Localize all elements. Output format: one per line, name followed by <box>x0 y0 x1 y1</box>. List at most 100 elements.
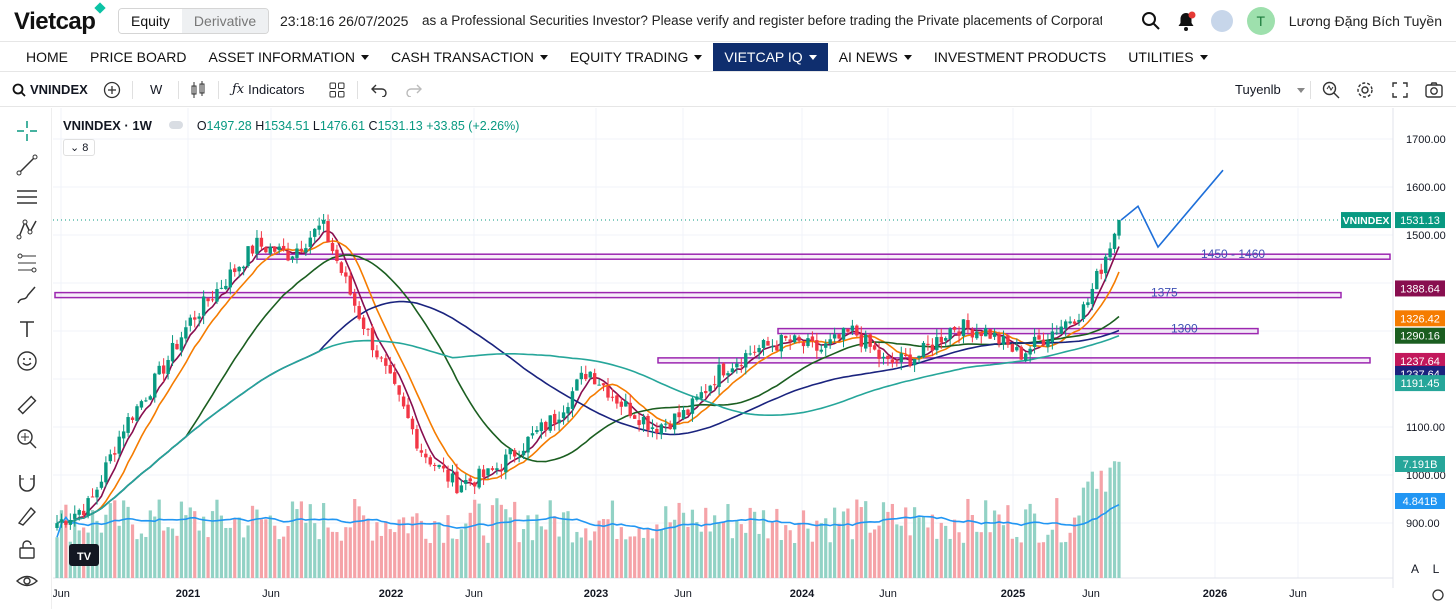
nav-utilities[interactable]: UTILITIES <box>1117 43 1218 71</box>
user-avatar[interactable]: T <box>1246 7 1275 35</box>
candle-body <box>206 298 210 302</box>
symbol-search[interactable]: VNINDEX <box>12 73 88 107</box>
candle-body <box>281 245 286 250</box>
candle-body <box>672 413 677 430</box>
camera-snapshot-icon[interactable] <box>1425 81 1443 99</box>
x-tick-label: Jun <box>262 588 280 600</box>
legend-toggle-icon[interactable] <box>169 121 184 129</box>
profile-photo-avatar[interactable] <box>1210 10 1233 32</box>
candle-body <box>952 327 957 330</box>
text-tool-icon[interactable] <box>16 318 38 340</box>
trend-line-icon[interactable] <box>16 154 38 176</box>
y-tick-label: 1100.00 <box>1406 422 1445 434</box>
ruler-icon[interactable] <box>16 394 38 416</box>
eye-icon[interactable] <box>16 570 38 592</box>
price-axis-label-text: 1237.64 <box>1400 356 1440 368</box>
brush-icon[interactable] <box>16 284 38 306</box>
support-zone <box>777 327 1259 335</box>
candle-body <box>584 373 588 380</box>
candle-body <box>1019 346 1023 360</box>
volume-bar <box>375 522 379 578</box>
candle-body <box>459 485 464 493</box>
candle-body <box>1023 353 1028 361</box>
quick-search-icon[interactable] <box>1322 81 1340 99</box>
volume-bar <box>401 517 406 578</box>
equity-tab[interactable]: Equity <box>119 9 182 33</box>
nav-cash-transaction[interactable]: CASH TRANSACTION <box>380 43 559 71</box>
collapsed-indicators-toggle[interactable]: ⌄ 8 <box>63 139 96 156</box>
candle-body <box>246 246 250 267</box>
volume-bar <box>1055 498 1059 578</box>
pitchfork-icon[interactable] <box>16 218 38 240</box>
candle-body <box>864 334 868 349</box>
price-chart[interactable]: 1700.00 1600.00 1500.00 1100.00 1000.00 900.0… <box>53 108 1456 609</box>
volume-bar <box>770 522 775 578</box>
settings-gear-icon[interactable] <box>1356 81 1374 99</box>
candle-body <box>428 457 432 465</box>
candle-body <box>73 513 77 519</box>
candle-body <box>1032 336 1037 348</box>
volume-bar <box>810 541 814 578</box>
candle-body <box>921 342 926 358</box>
candle-body <box>188 317 193 326</box>
zoom-in-icon[interactable] <box>16 428 38 450</box>
volume-bar <box>428 542 432 578</box>
horizontal-lines-icon[interactable] <box>16 186 38 208</box>
candle-body <box>904 355 908 357</box>
search-icon[interactable] <box>1141 11 1161 31</box>
vietcap-logo[interactable]: Vietcap <box>14 2 106 36</box>
candle-body <box>610 396 615 398</box>
lock-icon[interactable] <box>16 538 38 560</box>
volume-bar <box>126 506 130 578</box>
candle-body <box>757 347 761 353</box>
crosshair-icon[interactable] <box>16 120 38 142</box>
candle-body <box>997 333 1001 344</box>
candle-body <box>548 415 552 431</box>
layout-name-dropdown[interactable]: Tuyenlb <box>1235 73 1305 107</box>
volume-bar <box>966 498 970 578</box>
nav-investment-products[interactable]: INVESTMENT PRODUCTS <box>933 49 1107 65</box>
derivative-tab[interactable]: Derivative <box>181 9 269 33</box>
candle-body <box>148 396 153 400</box>
nav-ai-news[interactable]: AI NEWS <box>828 43 923 71</box>
volume-bar <box>793 542 797 578</box>
candle-body <box>95 489 99 498</box>
top-bar: Vietcap Equity Derivative 23:18:16 26/07… <box>0 0 1456 42</box>
candle-body <box>517 457 521 459</box>
nav-price-board[interactable]: PRICE BOARD <box>90 49 187 65</box>
redo-icon[interactable] <box>406 83 422 97</box>
volume-bar <box>1059 542 1063 578</box>
candle-body <box>1099 269 1103 274</box>
volume-bar <box>686 526 690 578</box>
candle-body <box>592 373 597 385</box>
nav-home[interactable]: HOME <box>26 49 68 65</box>
news-ticker[interactable]: as a Professional Securities Investor? P… <box>422 13 1102 28</box>
volume-bar <box>628 536 632 578</box>
nav-asset-information[interactable]: ASSET INFORMATION <box>197 43 380 71</box>
indicators-button[interactable]: ƒx Indicators <box>232 73 305 107</box>
fib-levels-icon[interactable] <box>16 252 38 274</box>
candle-body <box>868 334 872 347</box>
candle-body <box>170 342 175 362</box>
symbol-price-tag-text: VNINDEX <box>1343 215 1390 227</box>
candle-body <box>179 337 184 351</box>
user-name[interactable]: Lương Đặng Bích Tuyền <box>1288 13 1442 29</box>
chart-area[interactable]: 1700.00 1600.00 1500.00 1100.00 1000.00 900.0… <box>53 108 1456 609</box>
candlestick-type-icon[interactable] <box>190 81 206 99</box>
magnet-icon[interactable] <box>16 472 38 494</box>
volume-bar <box>1032 513 1037 578</box>
volume-bar <box>855 499 859 578</box>
interval-button[interactable]: W <box>150 82 163 97</box>
emoji-icon[interactable] <box>16 350 38 372</box>
candle-body <box>113 453 117 455</box>
nav-vietcap-iq[interactable]: VIETCAP IQ <box>713 43 828 71</box>
candle-body <box>64 521 68 525</box>
fullscreen-icon[interactable] <box>1392 82 1408 98</box>
nav-equity-trading[interactable]: EQUITY TRADING <box>559 43 714 71</box>
axis-settings-icon[interactable] <box>1432 589 1444 601</box>
lock-pen-icon[interactable] <box>16 504 38 526</box>
layout-grid-icon[interactable] <box>329 82 345 98</box>
undo-icon[interactable] <box>371 83 387 97</box>
compare-plus-icon[interactable] <box>103 81 121 99</box>
notification-bell-icon[interactable] <box>1175 10 1197 32</box>
